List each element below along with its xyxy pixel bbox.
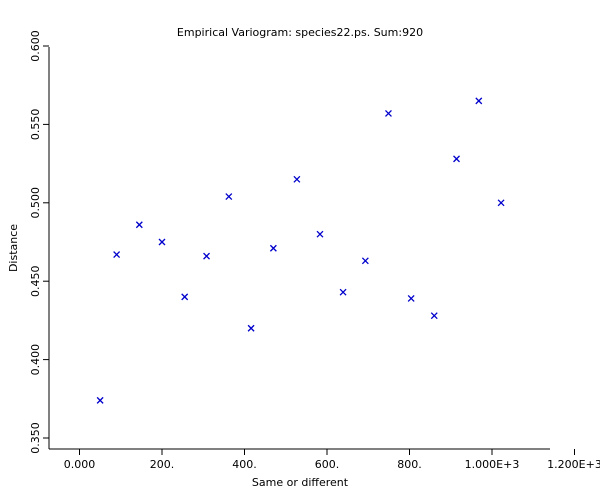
data-point [135,221,143,229]
x-tick-label: 400. [232,458,257,471]
data-point [181,293,189,301]
y-tick-label: 0.550 [29,109,42,140]
x-tick-label: 0.000 [64,458,96,471]
data-point [361,257,369,265]
data-point [225,193,233,200]
y-tick-label: 0.400 [29,344,42,376]
data-point [497,199,505,207]
data-point [407,294,415,302]
data-point [113,251,121,259]
data-point [339,288,347,296]
x-tick-label: 800. [397,458,422,471]
y-tick-label: 0.600 [29,30,42,62]
data-point [316,230,324,238]
data-point [430,312,438,320]
y-tick-label: 0.450 [29,265,42,297]
data-point [385,109,392,117]
data-point [203,252,211,260]
x-axis-ticks: 0.000 200. 400. 600. 800. 1.000E+3 1.200E+3 [64,449,600,471]
y-axis-ticks: 0.350 0.400 0.450 0.500 0.550 0.600 [29,30,49,454]
data-point [269,244,277,252]
x-tick-label: 1.000E+3 [465,458,520,471]
x-tick-label: 1.200E+3 [547,458,600,471]
data-point [453,155,460,163]
data-point [96,396,104,404]
data-point [293,175,301,183]
chart-title: Empirical Variogram: species22.ps. Sum:9… [177,26,423,39]
data-point [247,324,255,332]
y-axis-label: Distance [7,224,20,272]
data-point [158,238,166,246]
x-tick-label: 600. [315,458,340,471]
data-point [475,97,483,105]
y-tick-label: 0.500 [29,187,42,219]
x-axis-label: Same or different [252,476,349,489]
data-points [96,97,505,404]
x-tick-label: 200. [150,458,175,471]
y-tick-label: 0.350 [29,422,42,454]
